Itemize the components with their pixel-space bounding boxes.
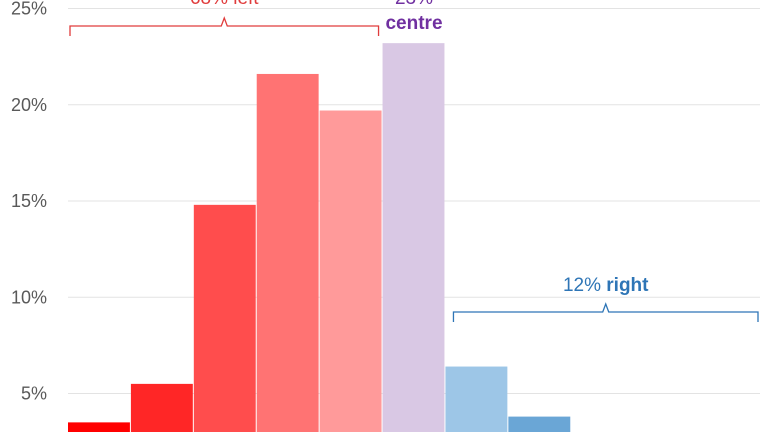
- centre-group-value: 23%: [395, 0, 433, 9]
- bar-1: [68, 422, 130, 432]
- right-group-label: 12% right: [563, 275, 649, 296]
- bar-3: [193, 204, 256, 432]
- right-group-bracket: [452, 302, 759, 322]
- right-group-word: right: [606, 275, 649, 296]
- y-tick-label: 15%: [11, 191, 47, 211]
- bar-6: [382, 43, 445, 432]
- left-group-label: 68% left: [190, 0, 259, 9]
- bar-7: [445, 366, 508, 432]
- bars: [68, 43, 571, 432]
- y-tick-label: 10%: [11, 287, 47, 307]
- y-tick-label: 5%: [21, 384, 47, 404]
- right-group-value: 12%: [563, 275, 601, 296]
- bar-4: [256, 73, 319, 432]
- bar-5: [319, 110, 382, 432]
- annotations: 68% left 23% centre 12% right: [69, 0, 759, 322]
- y-axis-ticks: 5% 10% 15% 20% 25%: [11, 0, 47, 404]
- left-group-value: 68% left: [190, 0, 259, 9]
- bar-2: [130, 383, 193, 432]
- y-tick-label: 25%: [11, 0, 47, 19]
- left-group-bracket: [69, 16, 380, 36]
- y-tick-label: 20%: [11, 95, 47, 115]
- centre-group-label: centre: [385, 13, 442, 34]
- bar-8: [508, 416, 571, 432]
